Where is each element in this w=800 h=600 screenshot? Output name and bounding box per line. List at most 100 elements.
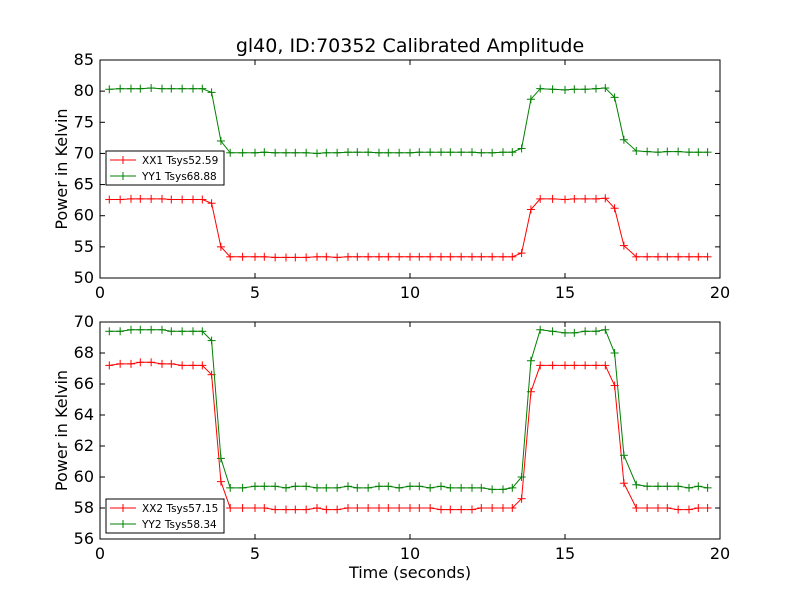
data-point [198,327,207,336]
data-point [446,483,455,492]
data-point [536,361,545,370]
data-point [488,252,497,261]
data-point [216,242,225,251]
data-point [415,252,424,261]
data-point [446,505,455,514]
data-point [238,483,247,492]
data-point [674,482,683,491]
data-point [517,144,526,153]
data-point [198,361,207,370]
data-point [178,361,187,370]
data-point [251,252,259,261]
data-point [406,482,414,491]
data-point [457,252,466,261]
y-axis-label: Power in Kelvin [52,370,71,491]
x-tick-label: 0 [95,283,105,302]
data-point [333,253,342,262]
data-point [333,505,342,514]
data-point [291,148,300,157]
data-point [384,504,393,512]
y-tick-label: 70 [74,143,94,162]
data-point [136,358,145,367]
data-point [570,194,579,203]
x-axis-label: Time (seconds) [348,563,471,582]
y-tick-label: 70 [74,312,94,331]
data-point [375,252,383,261]
data-point [271,253,280,262]
y-tick-label: 64 [74,405,94,424]
y-tick-label: 85 [74,50,94,69]
data-point [116,359,125,368]
data-point [426,252,435,261]
data-point [570,361,579,370]
data-point [353,483,362,492]
data-point [619,241,628,250]
data-point [654,252,662,261]
data-point [685,505,693,514]
data-point [601,325,610,334]
data-point [477,148,486,157]
data-point [302,505,311,514]
data-point [353,252,362,261]
data-point [198,84,207,93]
data-point [291,505,300,514]
data-point [216,136,225,145]
data-point [632,504,641,512]
data-point [610,204,619,213]
data-point [384,252,393,261]
data-point [548,85,557,94]
data-point [189,84,197,93]
data-point [536,84,545,93]
y-tick-label: 60 [74,467,94,486]
data-point [703,252,712,261]
data-point [548,327,557,336]
data-point [536,194,545,203]
data-point [592,327,600,336]
data-point [105,85,114,94]
data-point [158,194,166,203]
legend-label: YY1 Tsys68.88 [141,171,217,183]
legend-entry: XX2 Tsys57.15 [110,503,218,515]
data-point [592,84,600,93]
data-point [592,194,600,203]
data-point [375,482,383,491]
data-point [499,485,507,494]
x-tick-label: 20 [710,283,730,302]
data-point [499,148,507,157]
data-point [313,483,321,492]
y-tick-label: 75 [74,112,94,131]
data-point [446,252,455,261]
data-point [251,148,259,157]
data-point [592,361,600,370]
data-point [457,148,466,157]
data-point [105,195,114,204]
data-point [216,454,225,463]
data-point [643,504,652,512]
y-tick-label: 50 [74,268,94,287]
data-point [158,84,166,93]
data-point [601,84,610,93]
data-point [226,148,235,157]
data-point [291,482,300,491]
data-point [561,195,569,204]
data-point [526,205,535,214]
data-point [581,194,590,203]
data-point [344,504,352,512]
data-point [302,482,311,491]
data-point [105,361,114,370]
data-point [167,327,176,336]
data-point [581,85,590,94]
data-point [226,504,235,512]
data-point [226,252,235,261]
data-point [406,148,414,157]
y-tick-label: 65 [74,175,94,194]
data-point [189,195,197,204]
data-point [703,148,712,157]
data-point [238,504,247,512]
data-point [353,504,362,512]
data-point [415,148,424,157]
y-tick-label: 58 [74,498,94,517]
data-point [364,148,373,157]
figure-title: gl40, ID:70352 Calibrated Amplitude [236,35,584,57]
